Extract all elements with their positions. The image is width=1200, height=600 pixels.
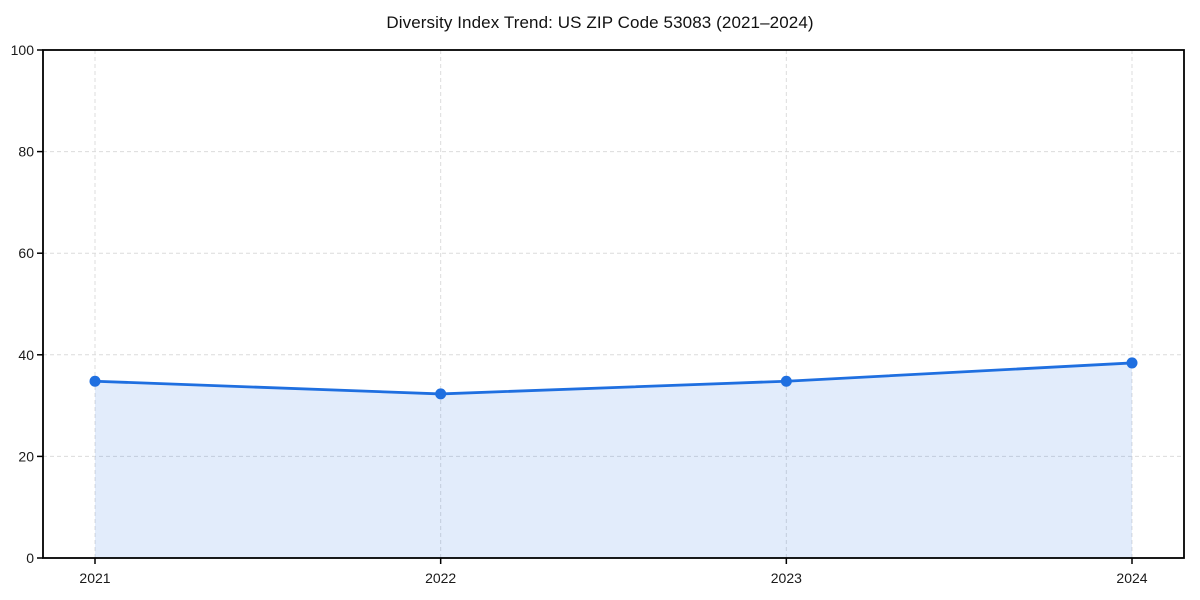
- x-tick-label: 2023: [771, 570, 802, 586]
- y-tick-label: 100: [11, 42, 35, 58]
- x-tick-label: 2022: [425, 570, 456, 586]
- data-point-marker: [780, 375, 792, 387]
- y-tick-label: 0: [26, 550, 34, 566]
- y-tick-label: 20: [18, 448, 34, 464]
- area-fill: [95, 362, 1132, 558]
- x-tick-label: 2021: [79, 570, 110, 586]
- y-tick-label: 60: [18, 245, 34, 261]
- y-tick-label: 80: [18, 144, 34, 160]
- y-tick-label: 40: [18, 347, 34, 363]
- plot-border: [42, 49, 1185, 559]
- chart-title: Diversity Index Trend: US ZIP Code 53083…: [386, 13, 814, 32]
- x-tick-label: 2024: [1116, 570, 1147, 586]
- data-point-marker: [89, 375, 101, 387]
- trend-line: [93, 361, 1134, 396]
- data-point-marker: [435, 388, 447, 400]
- data-point-marker: [1126, 357, 1138, 369]
